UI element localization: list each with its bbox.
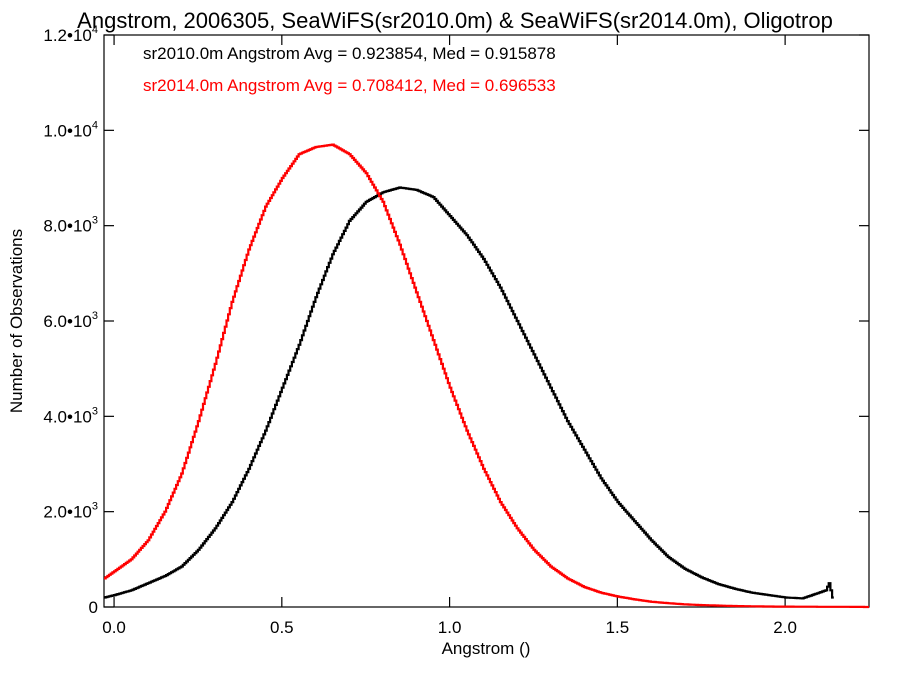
x-axis-ticks: 0.0 0.5 1.0 1.5 2.0 (102, 35, 797, 637)
x-tick-label: 2.0 (773, 618, 797, 637)
y-tick-label: 0 (89, 598, 98, 617)
annotation-sr2010: sr2010.0m Angstrom Avg = 0.923854, Med =… (143, 44, 556, 63)
annotation-sr2014: sr2014.0m Angstrom Avg = 0.708412, Med =… (143, 76, 556, 95)
y-tick-label: 1.2•104 (43, 24, 98, 45)
x-tick-label: 1.5 (606, 618, 630, 637)
y-tick-label: 2.0•103 (43, 501, 98, 522)
chart-title: Angstrom, 2006305, SeaWiFS(sr2010.0m) & … (77, 8, 833, 33)
x-tick-label: 1.0 (438, 618, 462, 637)
series-line-sr2014 (104, 143, 869, 609)
y-tick-label: 1.0•104 (43, 119, 98, 140)
y-tick-label: 4.0•103 (43, 405, 98, 426)
y-tick-label: 6.0•103 (43, 310, 98, 331)
x-tick-label: 0.0 (102, 618, 126, 637)
y-axis-label: Number of Observations (7, 229, 26, 413)
y-axis-ticks: 0 2.0•103 4.0•103 6.0•103 8.0•103 1.0•104 1.2•… (43, 24, 869, 617)
x-tick-label: 0.5 (270, 618, 294, 637)
series-line-sr2010 (104, 186, 834, 600)
y-tick-label: 8.0•103 (43, 215, 98, 236)
x-axis-label: Angstrom () (442, 639, 531, 658)
